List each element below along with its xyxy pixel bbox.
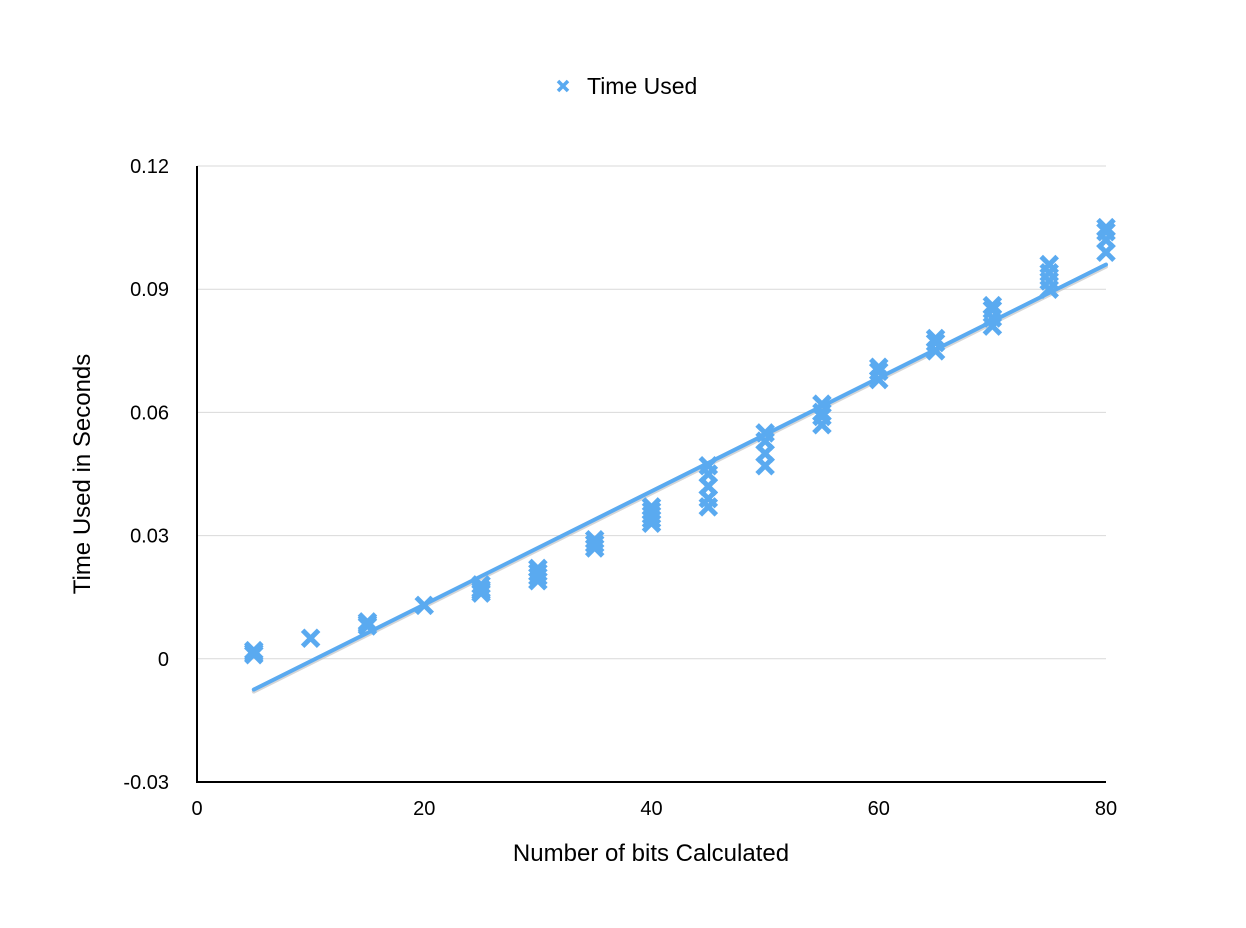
legend-label: Time Used (587, 73, 697, 99)
axes (196, 166, 1106, 783)
data-point (584, 529, 605, 550)
gridlines (197, 165, 1106, 660)
data-point (698, 456, 719, 476)
x-axis-title: Number of bits Calculated (513, 840, 789, 867)
data-point (1096, 217, 1116, 238)
data-point (584, 534, 605, 554)
trendline (251, 262, 1108, 692)
data-point (868, 361, 889, 382)
x-tick-label: 40 (640, 798, 662, 820)
data-point (300, 628, 321, 649)
x-tick-label: 60 (868, 798, 890, 820)
y-tick-label: 0.09 (130, 279, 169, 301)
data-point (1096, 221, 1116, 242)
data-point (414, 595, 435, 616)
data-points (244, 217, 1116, 665)
data-point (244, 642, 264, 663)
tick-labels: -0.03 0 0.03 0.06 0.09 0.12 0 20 40 60 80 (123, 156, 1117, 820)
data-point (812, 394, 832, 414)
x-tick-label: 80 (1095, 798, 1117, 820)
data-point (528, 558, 548, 579)
data-point (641, 501, 662, 521)
trendline-group (251, 262, 1108, 694)
y-tick-label: 0 (158, 649, 169, 671)
data-point (528, 562, 548, 583)
legend-marker-x-icon (556, 79, 570, 93)
data-point (925, 332, 946, 353)
data-point (982, 299, 1003, 320)
y-tick-label: 0.03 (130, 526, 169, 548)
data-point (755, 423, 775, 443)
data-point (471, 581, 491, 601)
data-point (641, 497, 662, 517)
y-tick-label: 0.12 (130, 156, 169, 178)
legend: Time Used (556, 73, 697, 99)
y-tick-label: 0.06 (130, 402, 169, 424)
x-tick-label: 0 (191, 798, 202, 820)
x-tick-label: 20 (413, 798, 435, 820)
data-point (868, 357, 889, 377)
data-point (357, 614, 378, 634)
y-tick-label: -0.03 (123, 772, 169, 794)
data-point (925, 328, 946, 349)
data-point (1039, 254, 1059, 275)
data-point (982, 295, 1003, 316)
data-point (471, 575, 491, 595)
y-axis-title: Time Used in Seconds (69, 354, 96, 595)
legend-marker (556, 79, 570, 93)
